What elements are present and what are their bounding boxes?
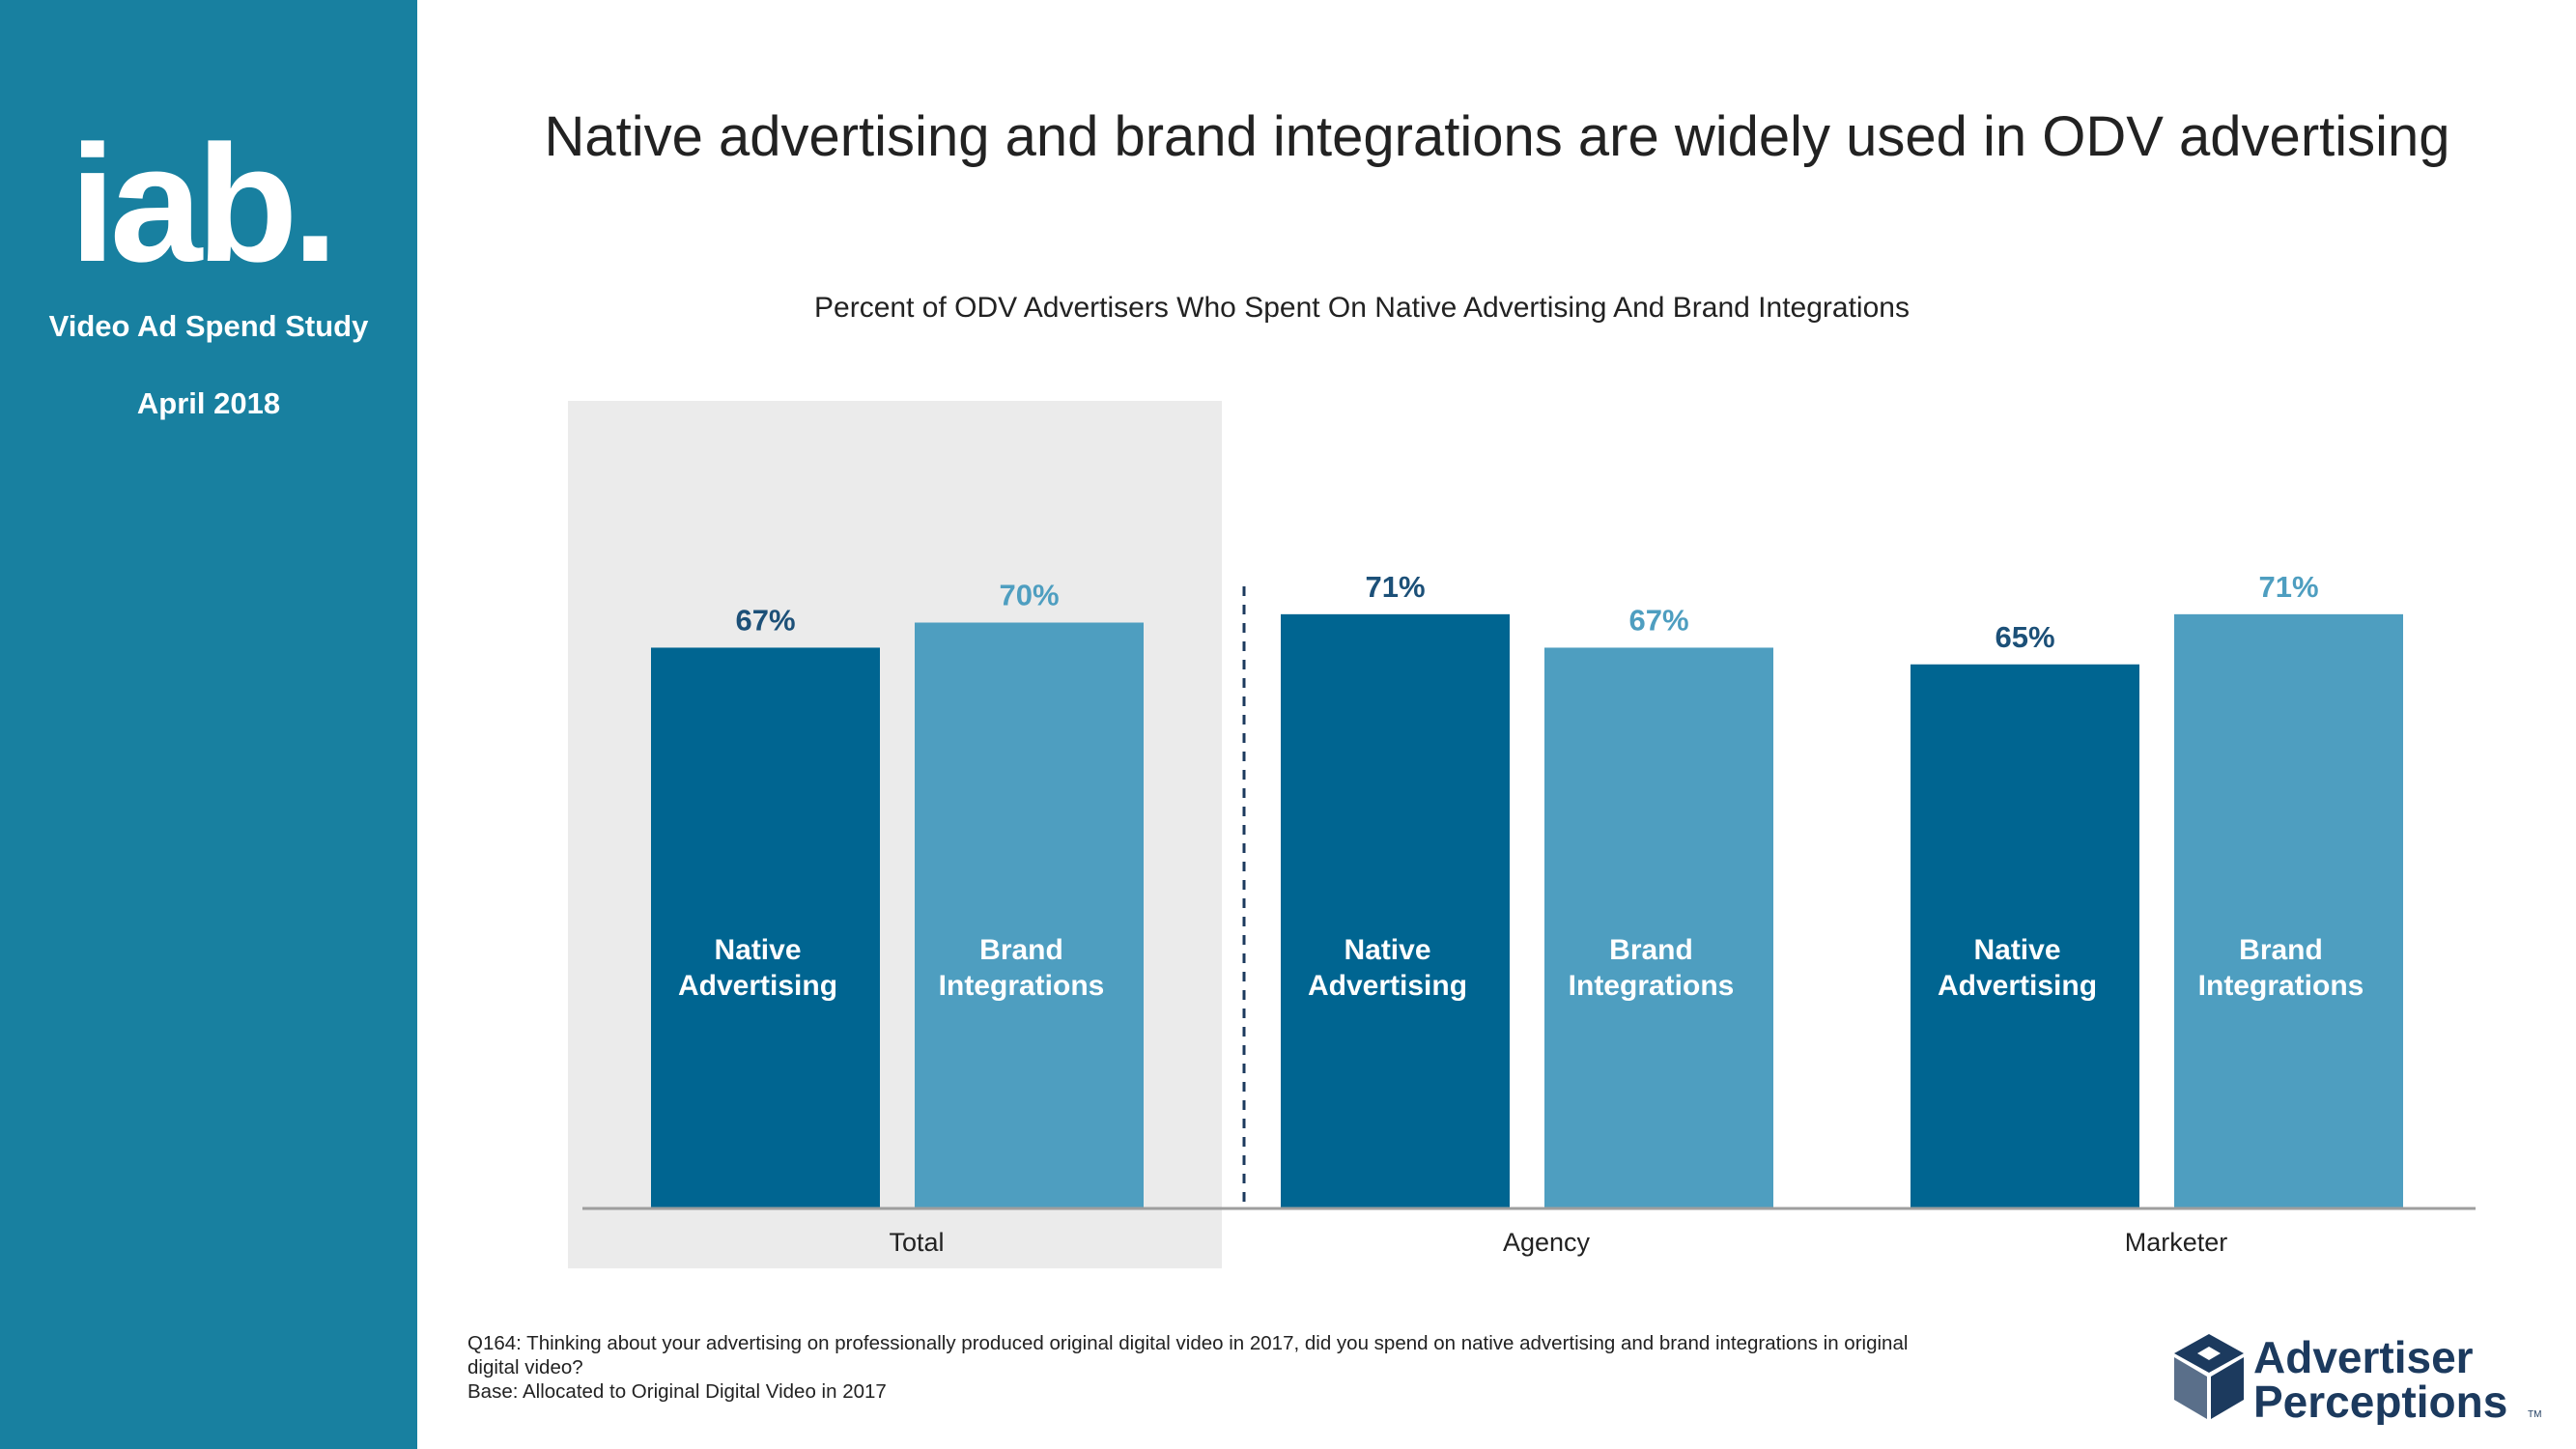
bar-series-label: Native <box>1344 934 1430 966</box>
iab-logo-text: iab. <box>70 111 332 280</box>
brand-line2: Perceptions <box>2253 1377 2507 1425</box>
bar <box>1281 613 1510 1208</box>
bar-series-label: Integrations <box>2198 970 2364 1002</box>
data-label: 67% <box>735 603 795 637</box>
data-label: 71% <box>1365 570 1425 604</box>
bar-series-label: Brand <box>979 934 1063 966</box>
bar-series-label: Advertising <box>1938 970 2097 1002</box>
bar <box>1544 647 1773 1208</box>
footnote-question: Q164: Thinking about your advertising on… <box>467 1332 1909 1354</box>
data-label: 65% <box>1995 620 2054 654</box>
bar-series-label: Brand <box>2239 934 2323 966</box>
page-title: Native advertising and brand integration… <box>544 105 2450 168</box>
footnote-question-cont: digital video? <box>467 1356 583 1378</box>
bar-series-label: Native <box>714 934 801 966</box>
study-name: Video Ad Spend Study <box>48 309 369 343</box>
bar-series-label: Integrations <box>939 970 1105 1002</box>
bar <box>1911 664 2139 1208</box>
bar-series-label: Advertising <box>678 970 837 1002</box>
iab-logo: iab. <box>70 111 338 280</box>
category-label: Agency <box>1503 1228 1591 1257</box>
footnote-base: Base: Allocated to Original Digital Vide… <box>467 1380 887 1403</box>
data-label: 70% <box>999 579 1059 612</box>
bar-series-label: Native <box>1973 934 2060 966</box>
bar-series-label: Brand <box>1609 934 1693 966</box>
bar-series-label: Advertising <box>1308 970 1467 1002</box>
bar <box>651 647 880 1208</box>
data-label: 67% <box>1628 603 1688 637</box>
sidebar: iab. Video Ad Spend Study April 2018 <box>0 0 417 1449</box>
bar <box>915 622 1144 1208</box>
brand-tm: TM <box>2528 1409 2541 1420</box>
advertiser-perceptions-logo: Advertiser Perceptions TM <box>2174 1332 2541 1425</box>
category-label: Total <box>889 1228 944 1257</box>
bar-series-label: Integrations <box>1569 970 1735 1002</box>
chart-title: Percent of ODV Advertisers Who Spent On … <box>814 292 1910 324</box>
brand-line1: Advertiser <box>2253 1332 2474 1382</box>
study-date: April 2018 <box>136 386 281 420</box>
category-label: Marketer <box>2125 1228 2228 1257</box>
cube-icon <box>2174 1334 2244 1419</box>
data-label: 71% <box>2258 570 2318 604</box>
footnote: Q164: Thinking about your advertising on… <box>467 1331 2090 1404</box>
bar <box>2174 613 2403 1208</box>
